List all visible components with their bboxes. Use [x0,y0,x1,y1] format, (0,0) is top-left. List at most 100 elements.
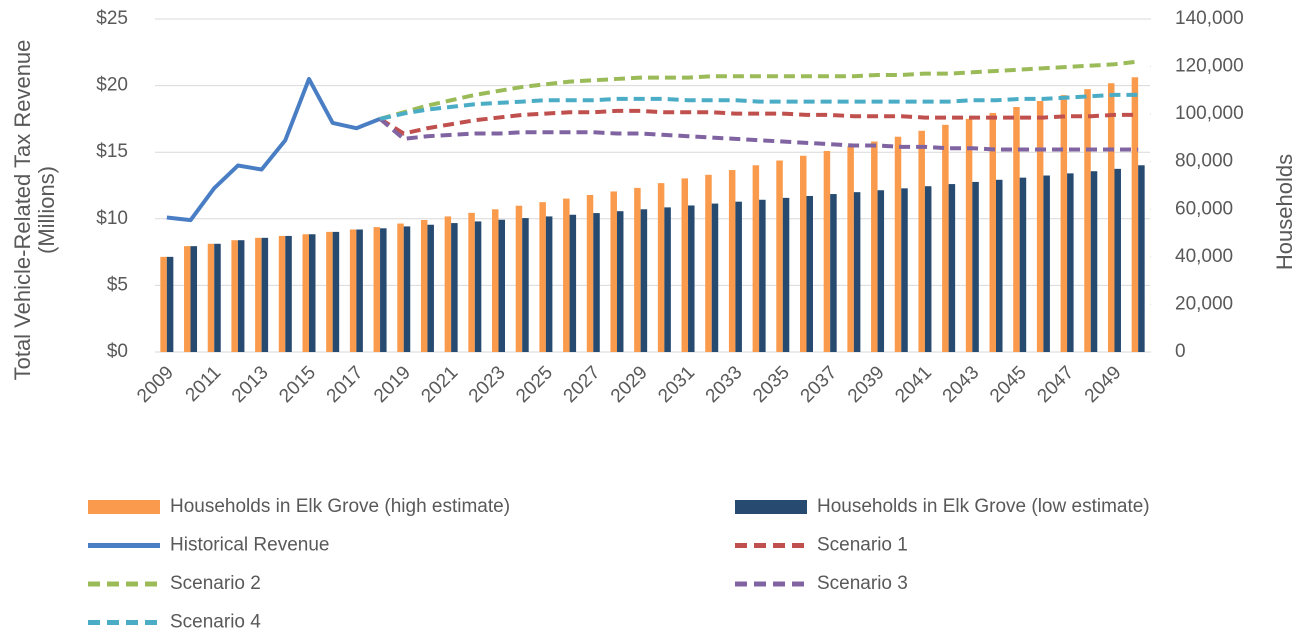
line [166,76,381,223]
bar [823,151,831,352]
bar [403,226,411,352]
x-tick-label: 2041 [891,362,936,407]
bar [207,243,215,352]
bar [237,240,245,352]
bar [705,174,712,352]
y2-tick-label: 20,000 [1175,293,1233,314]
bar [349,229,357,352]
bar [924,186,932,352]
bar [728,170,736,352]
bar [190,246,198,352]
y2-tick-label: 140,000 [1175,8,1244,29]
y2-axis-title: Households [1272,154,1297,270]
bar [427,224,434,352]
bar [972,181,979,352]
bar [545,216,553,352]
bar [1036,101,1044,352]
bar [593,213,600,352]
legend-label: Historical Revenue [170,535,329,556]
y2-tick-label: 100,000 [1175,103,1244,124]
bar [871,141,878,352]
legend-label: Scenario 2 [170,573,261,594]
bar [474,221,482,352]
bar [681,178,689,352]
bar [539,202,546,352]
bar [688,205,695,352]
bar [380,228,387,352]
bar [373,227,381,352]
y-tick-label: $25 [96,8,128,29]
y2-tick-label: 120,000 [1175,56,1244,77]
bar [332,231,340,352]
bar [752,165,760,352]
x-tick-label: 2015 [275,362,320,407]
y-tick-label: $10 [96,208,128,229]
bar [948,184,956,352]
legend-label: Households in Elk Grove (low estimate) [817,496,1150,517]
x-tick-label: 2029 [607,362,652,407]
y-tick-label: $15 [96,141,128,162]
bar [569,214,577,352]
bar [877,190,885,352]
bar [498,219,506,352]
x-tick-label: 2037 [797,362,842,407]
y2-tick-label: 60,000 [1175,198,1233,219]
bar [1090,171,1098,352]
x-tick-label: 2035 [749,362,794,407]
bar [586,195,594,352]
legend-label: Scenario 4 [170,612,261,633]
bar [847,146,854,352]
legend-label: Scenario 1 [817,535,908,556]
x-tick-label: 2045 [986,362,1031,407]
x-tick-label: 2011 [182,362,226,406]
bar [657,183,665,352]
bar [1131,77,1139,353]
y2-tick-label: 0 [1175,341,1186,362]
bar [759,199,766,352]
bar [231,240,238,352]
bar [214,243,221,352]
bar [640,209,648,352]
line [379,92,1139,121]
bar [184,246,191,352]
bar [492,209,499,352]
bar [799,155,807,352]
bar [1107,83,1115,352]
bar [308,234,316,352]
bar [278,235,286,352]
bar [1067,173,1074,352]
legend-swatch [735,500,807,514]
y-tick-label: $5 [107,274,128,295]
bar [1060,95,1068,352]
bar [1013,107,1020,352]
bar [302,234,309,352]
bar [894,136,902,352]
bar [830,194,837,352]
x-tick-label: 2023 [465,362,510,407]
bar [918,130,925,352]
bar [261,237,269,352]
y-axis-title: (Millions) [34,166,59,254]
bar [610,191,617,352]
bar [468,212,475,352]
bar [965,118,973,353]
x-tick-label: 2027 [560,362,605,407]
bar [563,198,570,352]
x-tick-label: 2019 [370,362,415,407]
legend-label: Scenario 3 [817,573,908,594]
bar [444,216,452,352]
bar [711,203,719,352]
x-tick-label: 2021 [417,362,462,407]
line [379,108,1139,136]
x-tick-label: 2031 [654,362,699,407]
bar [1114,168,1121,352]
bar [806,195,813,352]
bar [735,201,742,352]
bar [776,160,783,352]
y2-tick-label: 40,000 [1175,246,1233,267]
bar [1138,165,1145,352]
x-tick-label: 2039 [844,362,889,407]
y-axis-title: Total Vehicle-Related Tax Revenue [10,40,35,381]
y-tick-label: $0 [107,341,128,362]
